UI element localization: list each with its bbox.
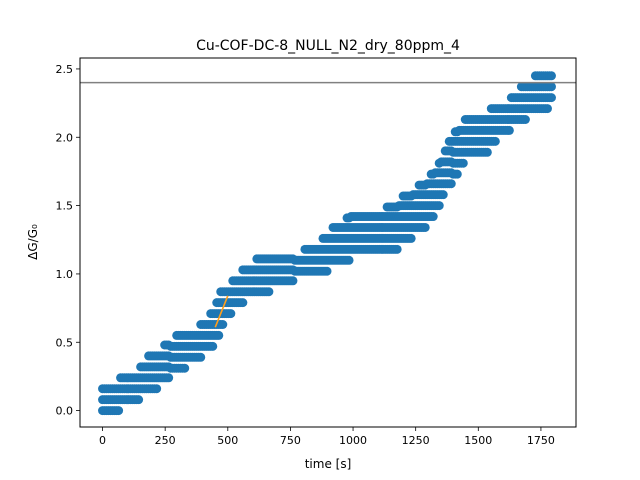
data-point <box>344 255 354 265</box>
data-point <box>164 373 174 383</box>
data-point <box>238 298 248 308</box>
data-point <box>152 384 162 394</box>
y-tick-label: 2.5 <box>56 63 74 76</box>
data-point <box>114 406 124 416</box>
data-point <box>446 179 456 189</box>
reference-lines <box>80 81 576 328</box>
data-point <box>226 309 236 319</box>
data-point <box>542 104 552 114</box>
data-point <box>546 82 556 92</box>
data-point <box>288 276 298 286</box>
data-point <box>504 125 514 135</box>
data-point <box>134 395 144 405</box>
y-tick-label: 2.0 <box>56 131 74 144</box>
data-point <box>546 71 556 81</box>
data-point <box>180 363 190 373</box>
x-tick-label: 1500 <box>464 434 492 447</box>
x-tick-label: 750 <box>280 434 301 447</box>
data-point <box>490 136 500 146</box>
x-tick-label: 250 <box>155 434 176 447</box>
x-tick-label: 1750 <box>527 434 555 447</box>
y-tick-label: 1.5 <box>56 200 74 213</box>
data-point <box>218 320 228 329</box>
data-point <box>196 352 206 362</box>
data-point <box>482 147 492 157</box>
data-point <box>520 115 530 124</box>
chart-title: Cu-COF-DC-8_NULL_N2_dry_80ppm_4 <box>196 38 460 54</box>
data-point <box>452 169 462 179</box>
x-tick-label: 1000 <box>339 434 367 447</box>
data-point <box>546 93 556 103</box>
data-point <box>428 212 438 222</box>
y-tick-label: 0.0 <box>56 405 74 418</box>
x-tick-label: 1250 <box>402 434 430 447</box>
axis-ticks: 0 250 500 750 1000 1250 1500 1750 0.0 0.5 1.0 1.5 2.… <box>56 63 555 447</box>
data-point <box>322 266 332 276</box>
data-point <box>438 190 448 200</box>
data-point <box>208 341 218 351</box>
x-axis-label: time [s] <box>305 457 352 471</box>
data-point <box>420 222 430 232</box>
data-points <box>98 71 556 416</box>
x-tick-label: 0 <box>99 434 106 447</box>
data-point <box>214 330 224 340</box>
x-tick-label: 500 <box>217 434 238 447</box>
data-point <box>392 244 402 254</box>
y-tick-label: 0.5 <box>56 336 74 349</box>
data-point <box>434 201 444 211</box>
y-axis-label: ΔG/G₀ <box>26 224 40 260</box>
plot-frame <box>79 57 577 428</box>
y-tick-label: 1.0 <box>56 268 74 281</box>
fit-line <box>214 295 229 328</box>
data-point <box>406 233 416 243</box>
data-point <box>264 287 274 297</box>
data-point <box>458 158 468 168</box>
